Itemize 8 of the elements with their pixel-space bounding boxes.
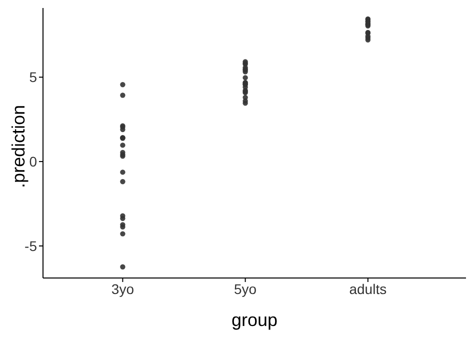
- x-axis-title: group: [231, 310, 278, 330]
- y-axis-title: .prediction: [8, 104, 28, 188]
- y-tick-label: -5: [24, 238, 38, 254]
- y-tick-label: 0: [29, 154, 38, 170]
- x-tick-label: 5yo: [234, 280, 257, 297]
- y-tick-label: 5: [29, 69, 38, 86]
- x-tick-label: 3yo: [111, 280, 134, 297]
- x-tick-label: adults: [349, 280, 387, 297]
